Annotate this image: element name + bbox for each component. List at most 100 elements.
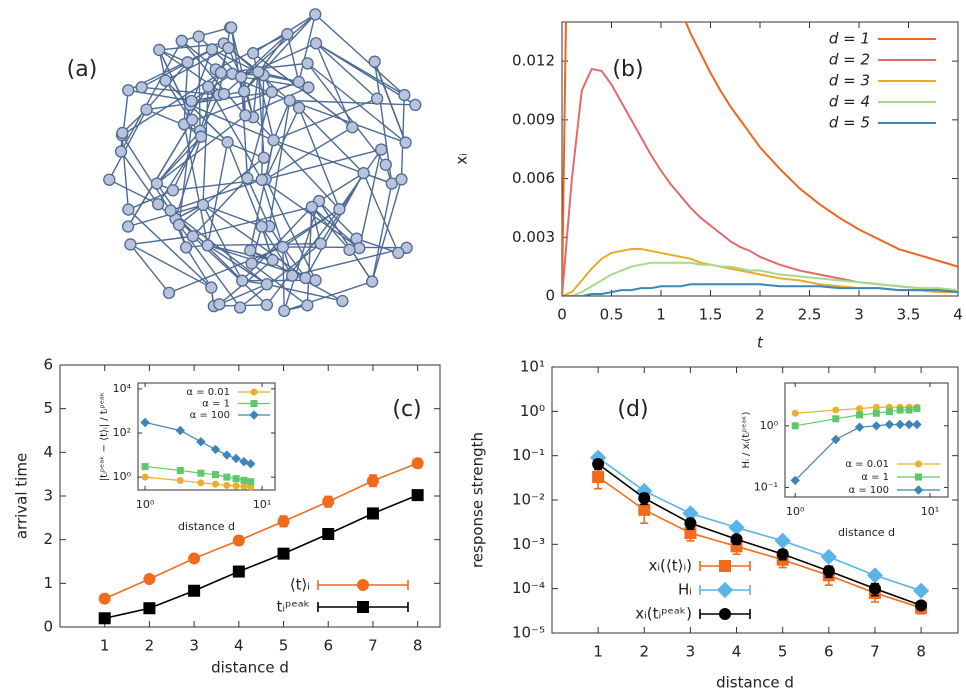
series-group (562, 22, 958, 296)
legend-marker (357, 601, 369, 613)
data-point (141, 473, 149, 481)
data-point (240, 482, 248, 490)
x-tick-label: 6 (824, 643, 834, 661)
y-tick-label: 10⁻¹ (512, 446, 545, 464)
network-node (255, 220, 268, 233)
network-node (202, 80, 215, 93)
network-edge (183, 81, 300, 125)
x-tick-label: 0.5 (600, 306, 624, 324)
network-node (309, 8, 322, 21)
network-edge (315, 42, 378, 100)
data-point (831, 434, 841, 445)
x-tick-label: 10⁰ (136, 498, 155, 511)
data-point (232, 475, 240, 483)
network-edge (265, 148, 382, 180)
y-tick-label: 6 (43, 356, 53, 374)
x-tick-label: 1.5 (699, 306, 723, 324)
data-point (212, 480, 220, 488)
network-edge (189, 104, 229, 143)
network-edge (283, 280, 373, 312)
x-tick-label: 5 (778, 643, 788, 661)
data-point (246, 459, 256, 469)
x-tick-label: 0 (557, 306, 567, 324)
network-edge (226, 141, 263, 227)
data-point (682, 505, 699, 522)
network-edge (120, 151, 159, 205)
x-tick-label: 4 (732, 643, 742, 661)
network-node (186, 113, 199, 126)
data-point (868, 582, 881, 595)
network-node (196, 198, 210, 212)
network-node (302, 81, 315, 94)
data-point (143, 572, 156, 585)
y-tick-label: 0 (43, 618, 53, 636)
x-tick-label: 4 (234, 637, 244, 655)
network-node (181, 56, 194, 69)
network-edge (185, 246, 212, 288)
network-edge (282, 246, 307, 279)
series-line (597, 457, 922, 592)
network-node (192, 30, 205, 43)
data-point (904, 419, 914, 430)
network-edge (192, 206, 313, 237)
legend-label: d = 4 (829, 93, 870, 111)
network-node (305, 200, 318, 214)
network-node (124, 238, 137, 251)
network-node (283, 94, 296, 107)
data-point (322, 527, 335, 540)
network-edge (174, 136, 202, 220)
network-edge (311, 206, 351, 251)
legend-marker (250, 388, 258, 396)
network-edge (356, 237, 399, 254)
network-node (121, 220, 135, 233)
y-tick-label: 10⁻⁵ (512, 624, 545, 642)
legend-label: d = 5 (829, 114, 870, 132)
network-edge (246, 91, 273, 179)
legend-label: Hᵢ (678, 581, 692, 599)
network-node (151, 198, 165, 211)
network-node (353, 241, 366, 255)
network-node (150, 177, 164, 190)
x-tick-label: 2 (639, 643, 649, 661)
x-tick-label: 10⁰ (786, 505, 805, 518)
x-axis-label: t (757, 334, 764, 352)
network-node (239, 109, 252, 122)
network-node (122, 203, 135, 216)
network-node (237, 85, 251, 98)
legend-marker (719, 608, 731, 620)
network-node (185, 94, 198, 108)
x-tick-label: 7 (870, 643, 880, 661)
network-edge (273, 97, 378, 141)
series-group (590, 449, 930, 615)
network-edge (127, 209, 212, 289)
network-node (343, 243, 356, 256)
network-edge (371, 179, 403, 282)
legend-label: ⟨t⟩ᵢ (290, 576, 310, 594)
network-edge (266, 283, 343, 302)
y-tick-label: 0 (545, 287, 555, 305)
series-line (104, 494, 418, 620)
network-node (301, 299, 314, 312)
legend-label: d = 3 (829, 72, 870, 90)
x-tick-label: 3 (854, 306, 864, 324)
network-edge (283, 200, 320, 312)
y-tick-label: 0.006 (512, 169, 555, 187)
network-edge (358, 149, 382, 249)
network-edge (289, 99, 406, 144)
network-node (205, 43, 219, 56)
network-node (135, 81, 148, 94)
network-edge (362, 172, 399, 254)
network-node (114, 145, 128, 158)
network-node (365, 275, 379, 288)
y-tick-label: 10⁰ (760, 419, 779, 432)
data-point (232, 565, 245, 578)
data-point (411, 457, 424, 470)
network-node (236, 274, 249, 287)
network-node (205, 281, 218, 294)
legend-marker (357, 579, 369, 591)
data-point (896, 406, 904, 414)
network-node (257, 151, 271, 164)
network-edge (128, 189, 174, 211)
data-point (884, 419, 895, 430)
